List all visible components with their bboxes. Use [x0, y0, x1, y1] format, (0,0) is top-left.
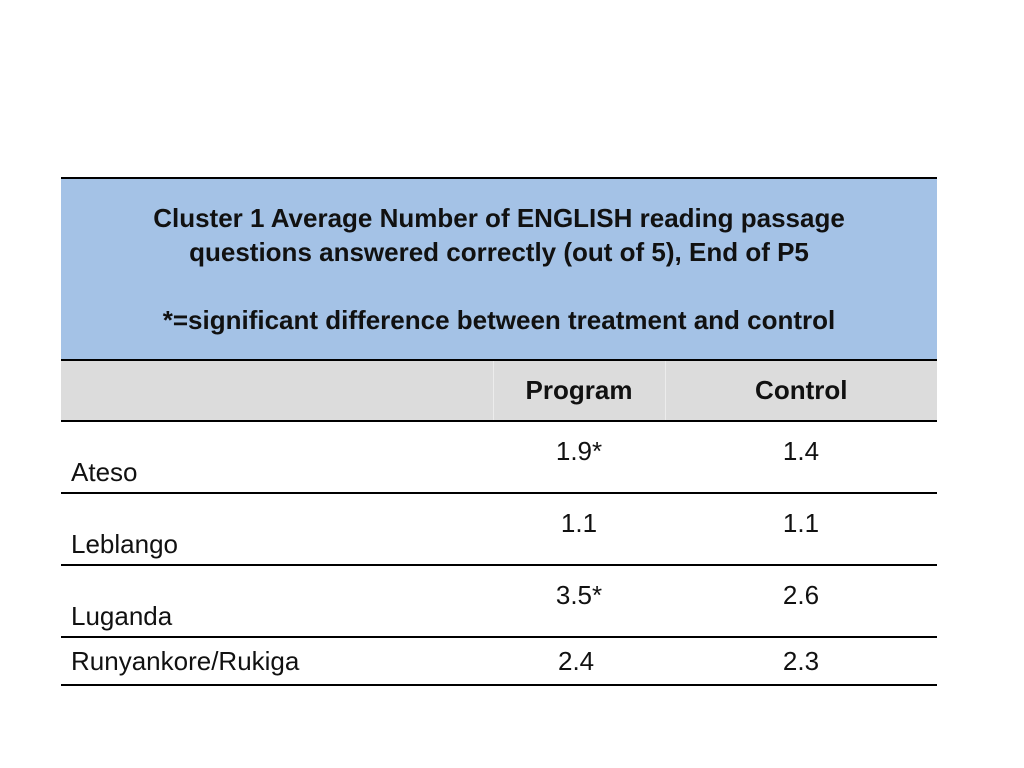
row-label: Luganda: [61, 565, 493, 638]
program-value: 1.1: [493, 493, 665, 566]
results-table: Cluster 1 Average Number of ENGLISH read…: [61, 177, 938, 686]
table-row: Luganda 3.5* 2.6: [61, 565, 938, 638]
control-value: 1.1: [665, 493, 938, 566]
table-row: Leblango 1.1 1.1: [61, 493, 938, 566]
column-header-row: Program Control: [61, 360, 938, 422]
program-value: 3.5*: [493, 565, 665, 638]
column-header-label: [61, 360, 493, 422]
results-table-container: Cluster 1 Average Number of ENGLISH read…: [61, 177, 938, 686]
column-header-control: Control: [665, 360, 938, 422]
table-title-line-1: Cluster 1 Average Number of ENGLISH read…: [153, 203, 845, 233]
title-row: Cluster 1 Average Number of ENGLISH read…: [61, 177, 938, 361]
control-value: 2.3: [665, 637, 938, 686]
control-value: 1.4: [665, 421, 938, 494]
column-header-program: Program: [492, 360, 666, 422]
table-title-line-2: questions answered correctly (out of 5),…: [189, 237, 809, 267]
row-label: Leblango: [61, 493, 493, 566]
control-value: 2.6: [665, 565, 938, 638]
row-label: Ateso: [61, 421, 493, 494]
program-value: 2.4: [493, 637, 665, 686]
table-title-cell: Cluster 1 Average Number of ENGLISH read…: [61, 177, 938, 361]
table-row: Ateso 1.9* 1.4: [61, 421, 938, 494]
table-row: Runyankore/Rukiga 2.4 2.3: [61, 637, 938, 686]
row-label: Runyankore/Rukiga: [61, 637, 493, 686]
significance-note: *=significant difference between treatme…: [162, 305, 836, 335]
program-value: 1.9*: [493, 421, 665, 494]
